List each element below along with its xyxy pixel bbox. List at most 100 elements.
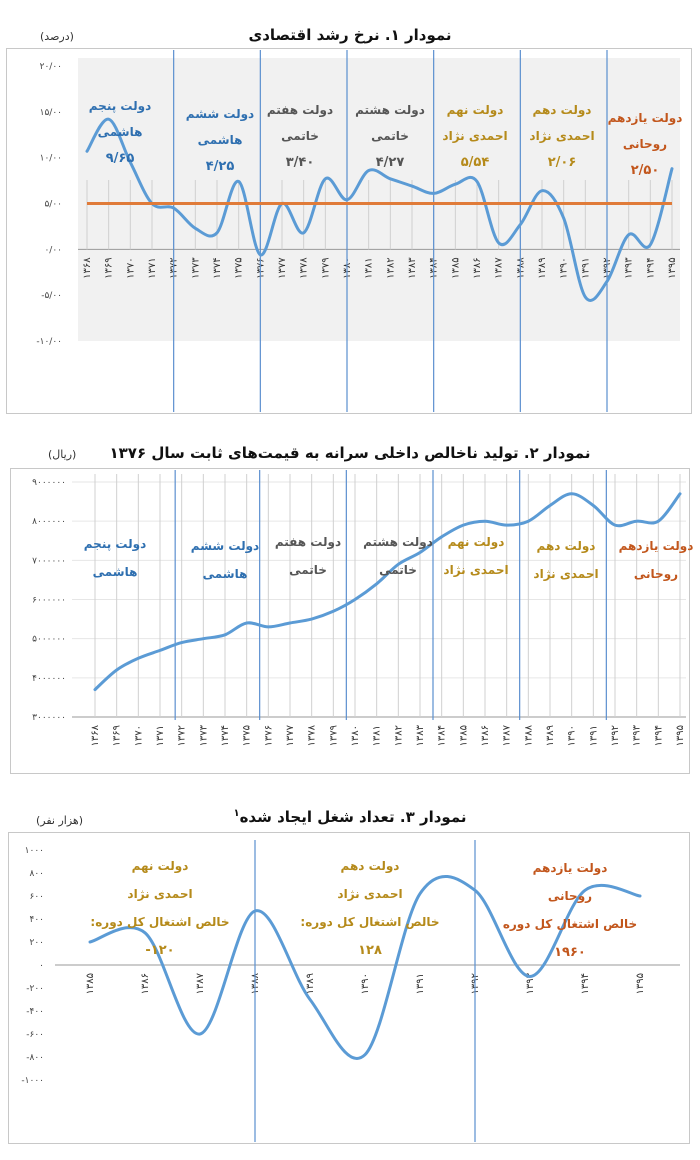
chart-2-x-tick-label: ۱۳۸۱ [372,725,383,746]
chart-1-x-tick-label: ۱۳۶۸ [82,257,93,279]
chart-1-x-tick-label: ۱۳۸۵ [450,257,461,278]
chart-2-svg: ۹۰۰۰۰۰۰ ۸۰۰۰۰۰۰ ۷۰۰۰۰۰۰ ۶۰۰۰۰۰۰ ۵۰۰۰۰۰۰ ۴۰۰۰۰… [32,470,694,746]
chart-1-unit: (درصد) [40,30,74,43]
chart-3-y-tick-label: ۸۰۰ [29,869,44,879]
chart-2-x-tick-label: ۱۳۸۶ [480,725,491,746]
chart-2-period-1-label: دولت پنجم [84,537,146,552]
chart-1-x-tick-label: ۱۳۶۹ [104,257,115,278]
chart-1-period-5-value: ۵/۵۴ [461,155,490,170]
chart-3-y-tick-label: -۴۰۰ [26,1007,44,1017]
chart-2-x-tick-label: ۱۳۹۴ [653,725,664,746]
chart-1-period-1-label: دولت پنجم [89,99,151,114]
chart-2-x-tick-label: ۱۳۸۰ [350,725,361,746]
chart-1-x-tick-label: ۱۳۷۷ [277,257,288,279]
chart-3-title: نمودار ۳. تعداد شغل ایجاد شده۱ [0,808,700,826]
chart-3-x-tick-label: ۱۳۸۹ [305,973,316,994]
chart-1-period-2-label: هاشمی [198,133,243,147]
chart-2-period-5-label: احمدی نژاد [443,563,508,577]
chart-2-panel: نمودار ۲. تولید ناخالص داخلی سرانه به قی… [0,420,700,785]
chart-1-y-tick-label: -۱۰/۰۰ [36,337,62,347]
chart-1-period-4-label: دولت هشتم [355,103,425,118]
chart-1-period-4-label: خاتمی [371,129,409,143]
chart-1-period-4-value: ۴/۲۷ [376,155,405,170]
chart-1-title: نمودار ۱. نرخ رشد اقتصادی [248,26,452,44]
chart-2-y-tick-label: ۶۰۰۰۰۰۰ [32,596,66,606]
chart-1-x-tick-label: ۱۳۷۰ [125,257,136,278]
chart-3-y-tick-label: -۸۰۰ [26,1053,44,1063]
chart-3-period-1-label: خالص اشتغال کل دوره: [90,915,229,930]
chart-2-period-3-label: خاتمی [289,563,327,577]
chart-2-period-7-label: دولت یازدهم [619,539,694,554]
chart-3-y-tick-label: -۲۰۰ [26,984,44,994]
chart-2-x-tick-label: ۱۳۸۵ [458,725,469,746]
chart-3-period-3-label: روحانی [548,889,592,904]
chart-3-title-sup: ۱ [233,808,240,819]
chart-1-frame [6,48,692,414]
chart-3-period-1-label: دولت نهم [132,859,189,874]
chart-2-series-0-line [93,492,682,692]
chart-3-y-tick-label: ۱۰۰۰ [25,846,44,856]
chart-1-period-7-value: ۲/۵۰ [631,163,660,178]
chart-2-x-tick-label: ۱۳۹۳ [632,724,643,746]
chart-2-x-tick-label: ۱۳۹۰ [567,725,578,746]
chart-3-period-3-value: ۱۹۶۰ [554,945,586,960]
chart-1-x-tick-label: ۱۳۷۹ [320,257,331,278]
chart-2-x-tick-label: ۱۳۷۱ [155,725,166,746]
chart-2-x-tick-label: ۱۳۷۳ [198,724,209,746]
chart-3-x-tick-label: ۱۳۸۶ [140,973,151,994]
chart-3-x-tick-label: ۱۳۹۳ [525,972,536,994]
chart-2-period-2-label: هاشمی [203,567,248,581]
chart-2-title: نمودار ۲. تولید ناخالص داخلی سرانه به قی… [109,444,591,462]
chart-2-x-tick-label: ۱۳۹۱ [588,725,599,746]
chart-2-x-tick-label: ۱۳۷۷ [285,724,296,746]
chart-3-y-tick-label: -۱۰۰۰ [21,1076,44,1086]
chart-2-period-4-label: خاتمی [379,563,417,577]
chart-1-period-7-label: روحانی [623,137,667,152]
chart-3-y-tick-label: ۶۰۰ [29,892,44,902]
chart-3-period-1-label: احمدی نژاد [127,887,192,901]
chart-1-x-tick-label: ۱۳۸۹ [537,257,548,278]
chart-1-y-tick-label: ۱۰/۰۰ [40,154,62,164]
chart-3-plot-area [55,842,680,1082]
chart-2-x-tick-label: ۱۳۷۵ [242,725,253,746]
chart-1-period-1-label: هاشمی [98,125,143,139]
chart-2-period-6-label: احمدی نژاد [533,567,598,581]
chart-1-period-1-value: ۹/۶۵ [106,151,135,166]
chart-2-x-tick-label: ۱۳۷۰ [133,725,144,746]
chart-2-x-tick-label: ۱۳۸۷ [502,724,513,746]
chart-1-y-tick-label: ۰/۰۰ [44,245,62,255]
chart-1-x-tick-label: ۱۳۸۷ [494,257,505,279]
chart-3-x-tick-label: ۱۳۸۵ [85,973,96,994]
chart-2-y-tick-label: ۳۰۰۰۰۰۰ [32,713,66,723]
chart-2-x-tick-label: ۱۳۸۹ [545,725,556,746]
chart-1-plot-area [78,58,680,341]
chart-2-x-tick-label: ۱۳۷۹ [328,725,339,746]
chart-3-period-2-value: ۱۲۸ [358,943,382,958]
chart-1-y-tick-label: ۲۰/۰۰ [40,62,62,72]
chart-1-x-tick-label: ۱۳۹۳ [624,257,635,279]
chart-1-period-3-label: خاتمی [281,129,319,143]
chart-2-x-tick-label: ۱۳۶۸ [90,724,101,746]
chart-2-period-1-label: هاشمی [93,565,138,579]
chart-1-x-tick-label: ۱۳۸۳ [407,257,418,279]
chart-2-y-tick-label: ۹۰۰۰۰۰۰ [32,478,66,488]
chart-1-x-tick-label: ۱۳۹۵ [667,257,678,278]
chart-1-x-tick-label: ۱۳۷۸ [299,257,310,279]
chart-1-period-3-value: ۳/۴۰ [286,155,315,170]
chart-3-unit: (هزار نفر) [36,814,84,827]
chart-2-period-7-label: روحانی [634,567,678,582]
chart-2-plot-area [72,474,686,720]
chart-3-period-1-value: ۱۲۰- [145,943,174,958]
chart-2-x-tick-label: ۱۳۷۲ [177,725,188,746]
chart-1-x-tick-label: ۱۳۹۰ [559,257,570,278]
chart-2-x-tick-label: ۱۳۷۴ [220,725,231,746]
chart-3-svg: ۱۰۰۰ ۸۰۰ ۶۰۰ ۴۰۰ ۲۰۰ ۰ -۲۰۰ -۴۰۰ -۶۰۰ -۸۰۰ -۱۰۰۰ ۱۳… [21,840,680,1142]
chart-2-y-tick-label: ۸۰۰۰۰۰۰ [32,517,66,527]
chart-1-x-tick-label: ۱۳۷۱ [147,257,158,278]
chart-1-period-6-label: دولت دهم [533,103,592,118]
chart-3-frame [8,832,690,1144]
chart-1-y-tick-label: ۵/۰۰ [44,200,62,210]
chart-2-x-tick-label: ۱۳۶۹ [112,725,123,746]
chart-3-y-tick-label: ۴۰۰ [29,915,44,925]
chart-1-period-3-label: دولت هفتم [267,103,333,118]
